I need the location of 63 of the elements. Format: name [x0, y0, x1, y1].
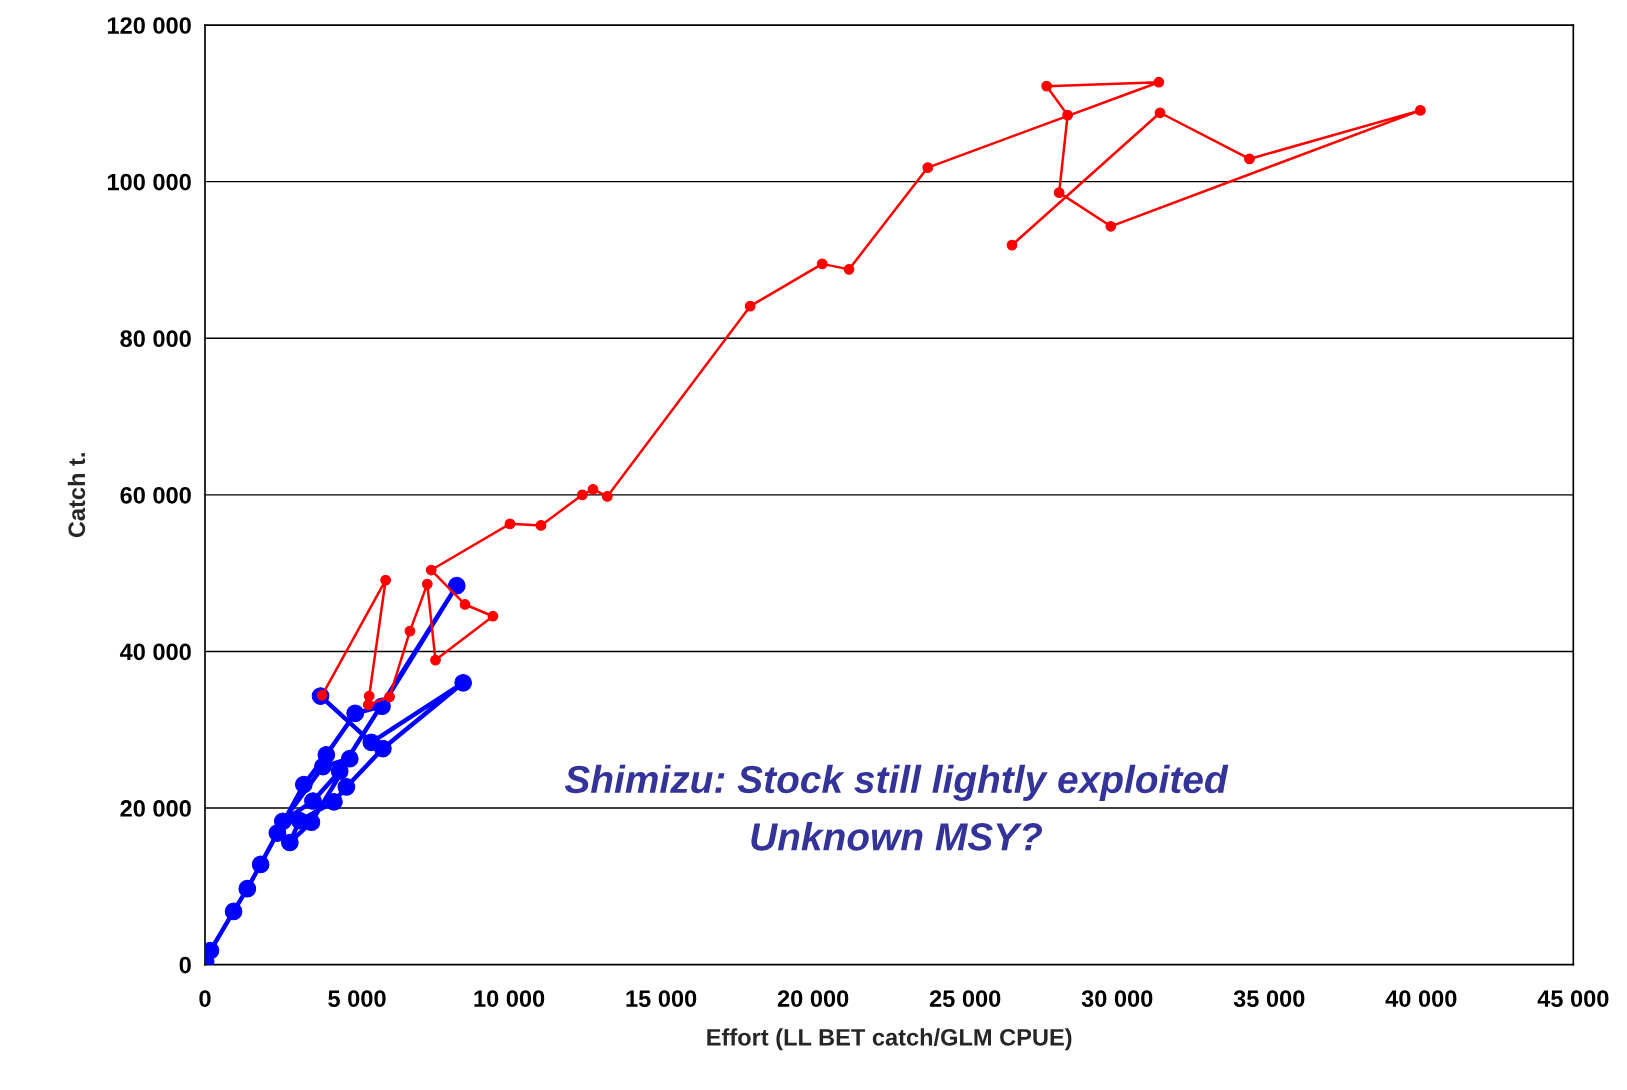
- x-tick-label: 20 000: [777, 990, 849, 1007]
- point: [421, 578, 433, 590]
- x-tick-label: 10 000: [474, 990, 545, 1007]
- point: [1062, 109, 1074, 121]
- point: [1041, 80, 1053, 92]
- x-tick-label: 40 000: [1385, 990, 1457, 1007]
- point: [304, 792, 322, 810]
- point: [337, 778, 356, 796]
- point: [1105, 220, 1117, 232]
- point: [273, 812, 292, 831]
- y-tick-label: 40 000: [119, 643, 191, 661]
- point: [1006, 239, 1018, 251]
- point: [487, 610, 499, 622]
- x-tick-label: 0: [199, 990, 211, 1007]
- point: [224, 902, 243, 921]
- point: [430, 654, 441, 666]
- x-tick-label: 15 000: [626, 990, 697, 1007]
- point: [1244, 153, 1255, 165]
- point: [340, 749, 359, 768]
- y-tick-label: 20 000: [120, 800, 191, 817]
- point: [362, 699, 374, 711]
- point: [504, 518, 516, 530]
- point: [404, 625, 416, 637]
- point: [330, 762, 349, 781]
- point: [454, 673, 473, 692]
- point: [325, 792, 343, 811]
- point: [843, 263, 855, 275]
- point: [238, 879, 257, 898]
- annotation: Shimizu: Stock still lightly exploited Unknown MSY?: [564, 764, 1229, 851]
- point: [314, 757, 332, 776]
- point: [290, 811, 309, 830]
- point: [362, 733, 381, 752]
- point: [816, 258, 828, 270]
- point: [744, 300, 756, 312]
- point: [380, 574, 391, 586]
- point: [294, 775, 313, 794]
- point: [576, 489, 588, 501]
- point: [535, 520, 547, 531]
- y-tick-label: 100 000: [107, 173, 191, 191]
- point: [251, 855, 270, 874]
- point: [601, 491, 613, 502]
- point: [384, 691, 395, 703]
- point: [1053, 187, 1065, 199]
- point: [280, 833, 299, 852]
- y-tick-label: 0: [179, 956, 191, 974]
- point: [922, 162, 934, 173]
- point: [1154, 107, 1166, 119]
- point: [459, 599, 471, 610]
- x-tick-label: 5 000: [328, 990, 386, 1007]
- y-tick-label: 120 000: [107, 17, 191, 34]
- y-tick-label: 80 000: [120, 330, 191, 348]
- point: [587, 484, 599, 495]
- y-tick-label: 60 000: [120, 486, 191, 504]
- x-tick-label: 30 000: [1081, 990, 1153, 1008]
- y-axis-title: Catch t.: [67, 453, 86, 538]
- point: [346, 704, 365, 723]
- point: [425, 564, 437, 576]
- point: [1414, 105, 1426, 116]
- x-tick-label: 25 000: [929, 990, 1001, 1007]
- x-axis-title: Effort (LL BET catch/GLM CPUE): [707, 1028, 1072, 1051]
- point: [1153, 76, 1165, 88]
- x-tick-label: 35 000: [1233, 990, 1305, 1008]
- x-tick-label: 45 000: [1537, 990, 1609, 1007]
